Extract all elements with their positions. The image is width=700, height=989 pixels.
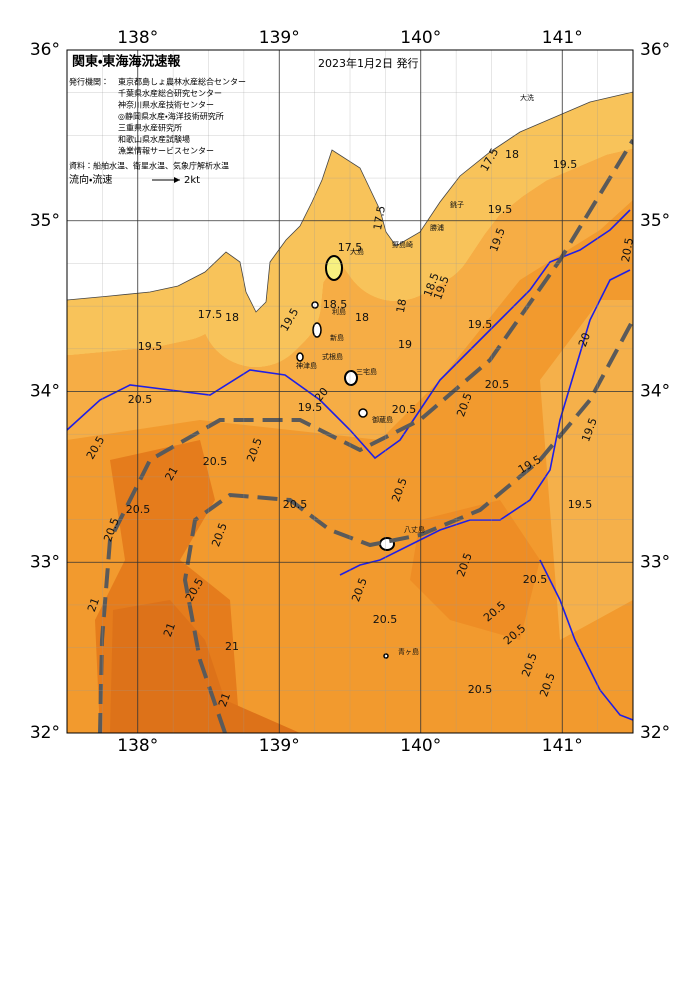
place-name: 神津島 [296,361,317,370]
island [296,352,304,362]
kuroshio-axis [98,138,633,733]
contour-label: 20.5 [128,393,153,406]
lon-tick-label: 141° [542,28,583,48]
contour-label: 20.5 [126,503,151,516]
contour-label: 20 [576,331,593,349]
issuer-name: ◎静岡県水産・海洋技術研究所 [118,111,224,121]
island [325,255,343,281]
lon-tick-label: 138° [117,736,158,756]
contour-label: 17.5 [371,205,388,231]
place-name: 式根島 [322,352,343,361]
cool-patch [540,300,633,640]
contour-label: 18 [505,148,519,161]
contour-label: 19.5 [488,203,513,216]
contour-label: 20.5 [392,403,417,416]
place-name: 大洗 [520,93,534,102]
issuer-name: 東京都島しょ農林水産総合センター [118,77,246,87]
contour-label: 21 [162,464,180,483]
place-name: 三宅島 [356,367,377,376]
lat-tick-label: 33° [30,552,60,572]
contour-label: 20.5 [619,237,636,263]
contour-label: 20.5 [373,613,398,626]
issuer-name: 和歌山県水産試験場 [118,134,190,144]
lon-tick-label: 139° [259,736,300,756]
place-name: 利島 [332,307,346,316]
issuers-label: 発行機関： [69,77,109,87]
island [311,301,319,309]
lat-tick-label: 32° [30,723,60,743]
place-name: 青ヶ島 [398,647,419,656]
lat-tick-label: 32° [640,723,670,743]
contour-label: 20.5 [523,573,548,586]
issuer-name: 神奈川県水産技術センター [118,100,214,110]
contour-label: 19.5 [138,340,163,353]
contour-label: 19.5 [298,401,323,414]
lat-tick-label: 36° [640,40,670,60]
contour-label: 18.5 [323,298,348,311]
grid [67,50,633,733]
island [383,653,389,659]
contour-label: 20.5 [468,683,493,696]
contour-label: 21 [161,621,178,639]
island [312,322,322,338]
lon-tick-label: 139° [259,28,300,48]
sea [67,50,633,733]
contour-label: 21 [225,640,239,653]
island [358,408,368,418]
lat-tick-label: 35° [30,211,60,231]
lon-tick-label: 140° [400,736,441,756]
place-name: 勝浦 [430,223,444,232]
contour-label: 18 [355,311,369,324]
data-source: 資料：船舶水温、衛星水温、気象庁解析水温 [69,161,229,171]
lon-tick-label: 138° [117,28,158,48]
place-name: 新島 [330,333,344,342]
lat-tick-label: 35° [640,211,670,231]
isotherm-20 [67,209,633,721]
place-name: 御蔵島 [372,415,393,424]
contour-label: 20.5 [283,498,308,511]
contour-label: 19 [398,338,412,351]
contour-label: 18 [394,298,409,314]
title: 関東・東海海況速報 [72,54,181,70]
map-frame [66,49,634,734]
issuer-name: 千葉県水産総合研究センター [118,88,222,98]
contour-label: 21 [216,691,233,709]
lon-tick-label: 140° [400,28,441,48]
legend-arrowhead [174,177,180,183]
lat-tick-label: 34° [30,382,60,402]
contour-label: 17.5 [198,308,223,321]
contour-label: 19.5 [468,318,493,331]
island [344,370,358,386]
place-name: 銚子 [450,200,464,209]
place-name: 八丈島 [404,525,425,534]
lon-tick-label: 141° [542,736,583,756]
contour-label: 17.5 [338,241,363,254]
contour-label: 21 [85,596,102,614]
issuer-name: 三重県水産研究所 [118,123,182,133]
lat-tick-label: 36° [30,40,60,60]
contour-label: 20.5 [203,455,228,468]
warm-patch [110,600,300,733]
contour-label: 19.5 [553,158,578,171]
lat-tick-label: 33° [640,552,670,572]
contour-label: 18 [225,311,239,324]
legend-speed: 2kt [184,175,200,186]
contour-label: 19.5 [568,498,593,511]
place-name: 野島崎 [392,240,413,249]
issuer-name: 漁業情報サービスセンター [118,146,214,156]
contour-label: 20.5 [485,378,510,391]
legend-label: 流向・流速 [69,173,112,186]
place-name: 大島 [350,247,364,256]
lat-tick-label: 34° [640,382,670,402]
issue-date: 2023年1月2日 発行 [318,56,419,70]
